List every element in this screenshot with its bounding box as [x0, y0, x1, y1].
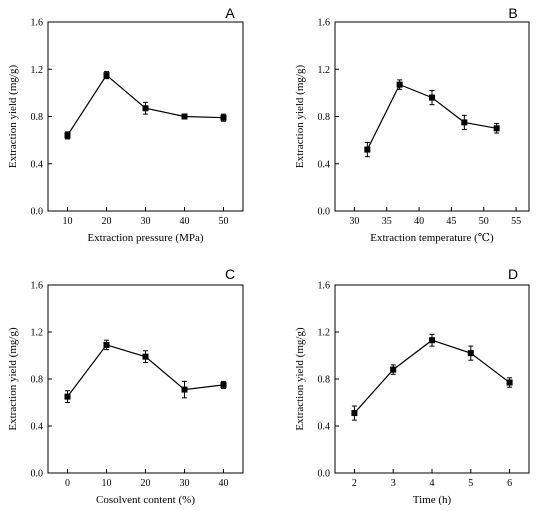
y-tick-label: 0.8 [318, 112, 331, 123]
data-point [467, 350, 474, 357]
data-point [506, 379, 513, 386]
panel-label: B [508, 5, 517, 21]
data-point [493, 125, 500, 132]
y-tick-label: 0.8 [31, 112, 44, 123]
x-tick-label: 30 [349, 216, 359, 227]
x-axis-title: Extraction pressure (MPa) [87, 232, 203, 244]
data-point [396, 81, 403, 88]
y-tick-label: 0.4 [318, 422, 331, 433]
x-tick-label: 45 [446, 216, 456, 227]
y-tick-label: 0.4 [31, 422, 44, 433]
y-axis-title: Extraction yield (mg/g) [7, 327, 19, 431]
y-tick-label: 1.6 [318, 281, 331, 292]
panel-label: D [508, 266, 518, 282]
data-point [220, 381, 227, 388]
data-point [181, 386, 188, 393]
x-tick-label: 0 [65, 478, 70, 489]
data-point [142, 105, 149, 112]
x-tick-label: 10 [102, 478, 112, 489]
plot-frame [47, 21, 244, 212]
data-point [142, 353, 149, 360]
x-tick-label: 35 [382, 216, 392, 227]
y-tick-label: 1.2 [31, 328, 44, 339]
y-tick-label: 1.2 [318, 328, 331, 339]
x-tick-label: 20 [102, 216, 112, 227]
data-point [429, 337, 435, 344]
x-tick-label: 50 [479, 216, 489, 227]
x-tick-label: 4 [430, 478, 435, 489]
y-axis-title: Extraction yield (mg/g) [7, 65, 19, 169]
plot-frame [334, 284, 530, 474]
data-point [103, 341, 110, 348]
x-tick-label: 55 [511, 216, 521, 227]
chart-panel-c: C 0.0 0.4 0.8 1.2 1.6 0 10 20 30 40 Cosolvent conte… [7, 266, 244, 506]
y-tick-label: 0.0 [31, 469, 44, 480]
x-tick-label: 40 [180, 216, 190, 227]
x-tick-label: 40 [219, 478, 229, 489]
y-axis-title: Extraction yield (mg/g) [294, 65, 306, 169]
x-axis-title: Extraction temperature (℃) [370, 232, 494, 244]
y-tick-label: 1.6 [318, 18, 331, 29]
series-line [353, 339, 510, 414]
x-tick-label: 5 [468, 478, 473, 489]
y-axis-title: Extraction yield (mg/g) [294, 327, 306, 431]
data-point [364, 146, 371, 153]
x-tick-label: 30 [141, 216, 151, 227]
data-point [64, 393, 71, 400]
x-axis-title: Cosolvent content (%) [96, 494, 195, 506]
data-point [103, 72, 110, 79]
y-tick-label: 1.6 [31, 281, 44, 292]
data-point [220, 114, 227, 121]
y-tick-label: 1.2 [318, 65, 331, 76]
plot-frame [334, 21, 530, 212]
panel-label: C [225, 266, 235, 282]
chart-panel-b: B 0.0 0.4 0.8 1.2 1.6 30 35 40 45 50 55 Extraction t… [294, 5, 530, 244]
x-tick-label: 20 [141, 478, 151, 489]
panel-label: A [225, 5, 235, 21]
chart-panel-d: D 0.0 0.4 0.8 1.2 1.6 2 3 4 5 6 Time (h) Extraction … [294, 266, 530, 506]
data-point [64, 132, 71, 139]
y-tick-label: 0.8 [318, 375, 331, 386]
x-tick-label: 2 [352, 478, 357, 489]
y-tick-label: 1.6 [31, 18, 44, 29]
x-tick-label: 6 [507, 478, 512, 489]
data-point [429, 94, 435, 101]
x-tick-label: 50 [219, 216, 229, 227]
data-point [181, 113, 188, 120]
data-point [461, 119, 468, 126]
x-axis-title: Time (h) [413, 494, 452, 506]
x-tick-label: 3 [391, 478, 396, 489]
y-tick-label: 0.0 [318, 469, 331, 480]
y-tick-label: 0.8 [31, 375, 44, 386]
x-tick-label: 40 [414, 216, 424, 227]
y-tick-label: 1.2 [31, 65, 44, 76]
x-tick-label: 10 [63, 216, 73, 227]
y-tick-label: 0.0 [318, 207, 331, 218]
data-point [351, 410, 358, 417]
y-tick-label: 0.4 [31, 159, 44, 170]
plot-frame [47, 284, 244, 474]
data-point [390, 366, 397, 373]
y-tick-label: 0.0 [31, 207, 44, 218]
x-tick-label: 30 [180, 478, 190, 489]
y-tick-label: 0.4 [318, 159, 331, 170]
chart-panel-a: A 0.0 0.4 0.8 1.2 1.6 10 20 30 40 50 Extraction pre… [7, 5, 244, 244]
